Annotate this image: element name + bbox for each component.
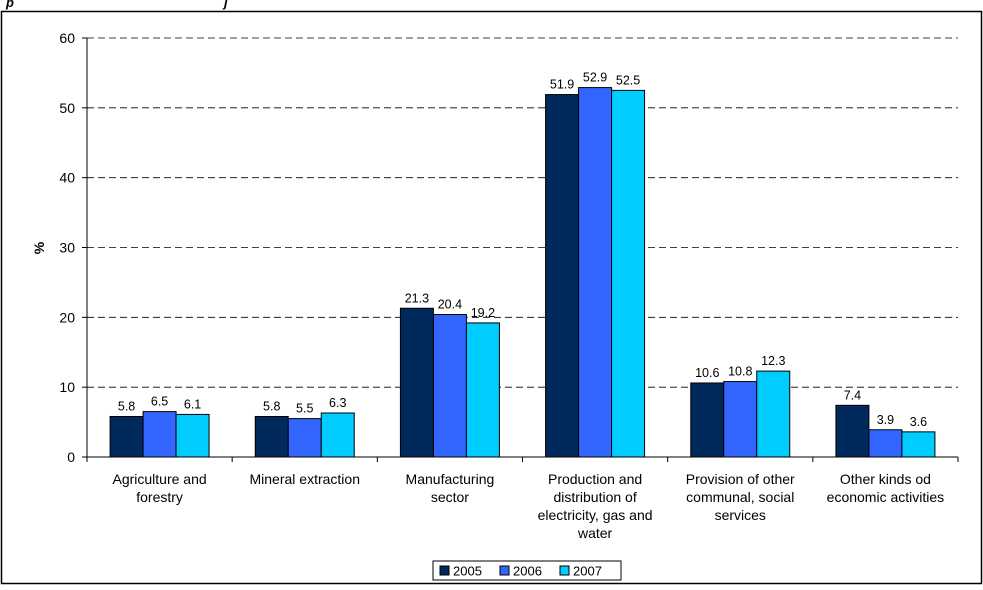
header-fragment: p [5,0,14,10]
data-label: 20.4 [438,298,462,312]
x-category-label: distribution of [553,489,636,505]
bar-2007-4 [611,89,646,458]
data-label: 6.3 [329,396,346,410]
y-tick-label: 10 [59,379,75,395]
x-category-label: electricity, gas and [538,507,653,523]
data-label: 6.1 [184,397,201,411]
x-category-label: Other kinds od [840,471,931,487]
grid-lines [87,37,958,388]
data-label: 10.8 [728,365,752,379]
bar-2005-2 [254,415,289,458]
bars: 5.8 6.5 6.1 5.8 5.5 6.3 21.3 20.4 19.2 51.9 52.9 52… [109,71,936,458]
legend-label-2007: 2007 [573,564,602,579]
legend-swatch-2007 [559,565,570,576]
legend-label-2005: 2005 [453,564,482,579]
data-label: 3.9 [877,413,894,427]
data-label: 7.4 [844,388,861,402]
y-tick-label: 60 [59,30,75,46]
x-category-label: forestry [136,489,183,505]
data-label: 19.2 [471,306,495,320]
data-label: 10.6 [695,366,719,380]
y-tick-label: 0 [67,449,75,465]
x-category-label: water [577,525,613,541]
data-label: 5.5 [296,402,313,416]
bar-2005-1 [109,415,144,458]
legend-swatch-2006 [499,565,510,576]
x-category-label: communal, social [686,489,794,505]
x-category-label: Mineral extraction [250,471,361,487]
x-category-label: Manufacturing [406,471,495,487]
x-category-label: Agriculture and [112,471,206,487]
y-tick-label: 20 [59,309,75,325]
bar-2007-1 [175,413,210,458]
x-category-label: services [715,507,766,523]
data-label: 21.3 [405,291,429,305]
legend-swatch-2005 [439,565,450,576]
bar-2006-4 [578,87,613,458]
data-label: 5.8 [263,399,280,413]
bar-2007-2 [320,412,355,458]
bar-2006-6 [868,429,903,458]
bar-2007-3 [465,322,500,458]
data-label: 3.6 [910,415,927,429]
data-label: 51.9 [550,78,574,92]
bar-2005-6 [835,404,870,458]
header-fragment-2: j [222,0,228,10]
data-label: 52.5 [616,73,640,87]
bar-2007-5 [756,370,791,458]
x-category-label: Production and [548,471,642,487]
data-label: 52.9 [583,71,607,85]
x-axis: Agriculture and forestry Mineral extractio… [86,456,959,541]
y-tick-label: 50 [59,100,75,116]
bar-2006-3 [432,314,467,458]
bar-2006-5 [723,381,758,458]
legend: 2005 2006 2007 [432,560,622,581]
y-axis-label: % [31,241,47,254]
y-axis: 0 10 20 30 40 50 60 [59,30,88,465]
bar-2006-2 [287,418,322,458]
bar-2007-6 [901,431,936,458]
data-label: 6.5 [151,395,168,409]
x-category-label: Provision of other [686,471,795,487]
bar-2006-1 [142,411,177,458]
y-tick-label: 30 [59,240,75,256]
y-tick-label: 40 [59,170,75,186]
bar-2005-3 [399,307,434,458]
bar-2005-5 [690,382,725,458]
bar-2005-4 [545,94,580,458]
chart-border [0,10,983,585]
x-category-label: sector [431,489,469,505]
data-label: 12.3 [761,354,785,368]
legend-box [432,560,622,581]
legend-label-2006: 2006 [513,564,542,579]
data-label: 5.8 [118,399,135,413]
x-category-label: economic activities [827,489,945,505]
